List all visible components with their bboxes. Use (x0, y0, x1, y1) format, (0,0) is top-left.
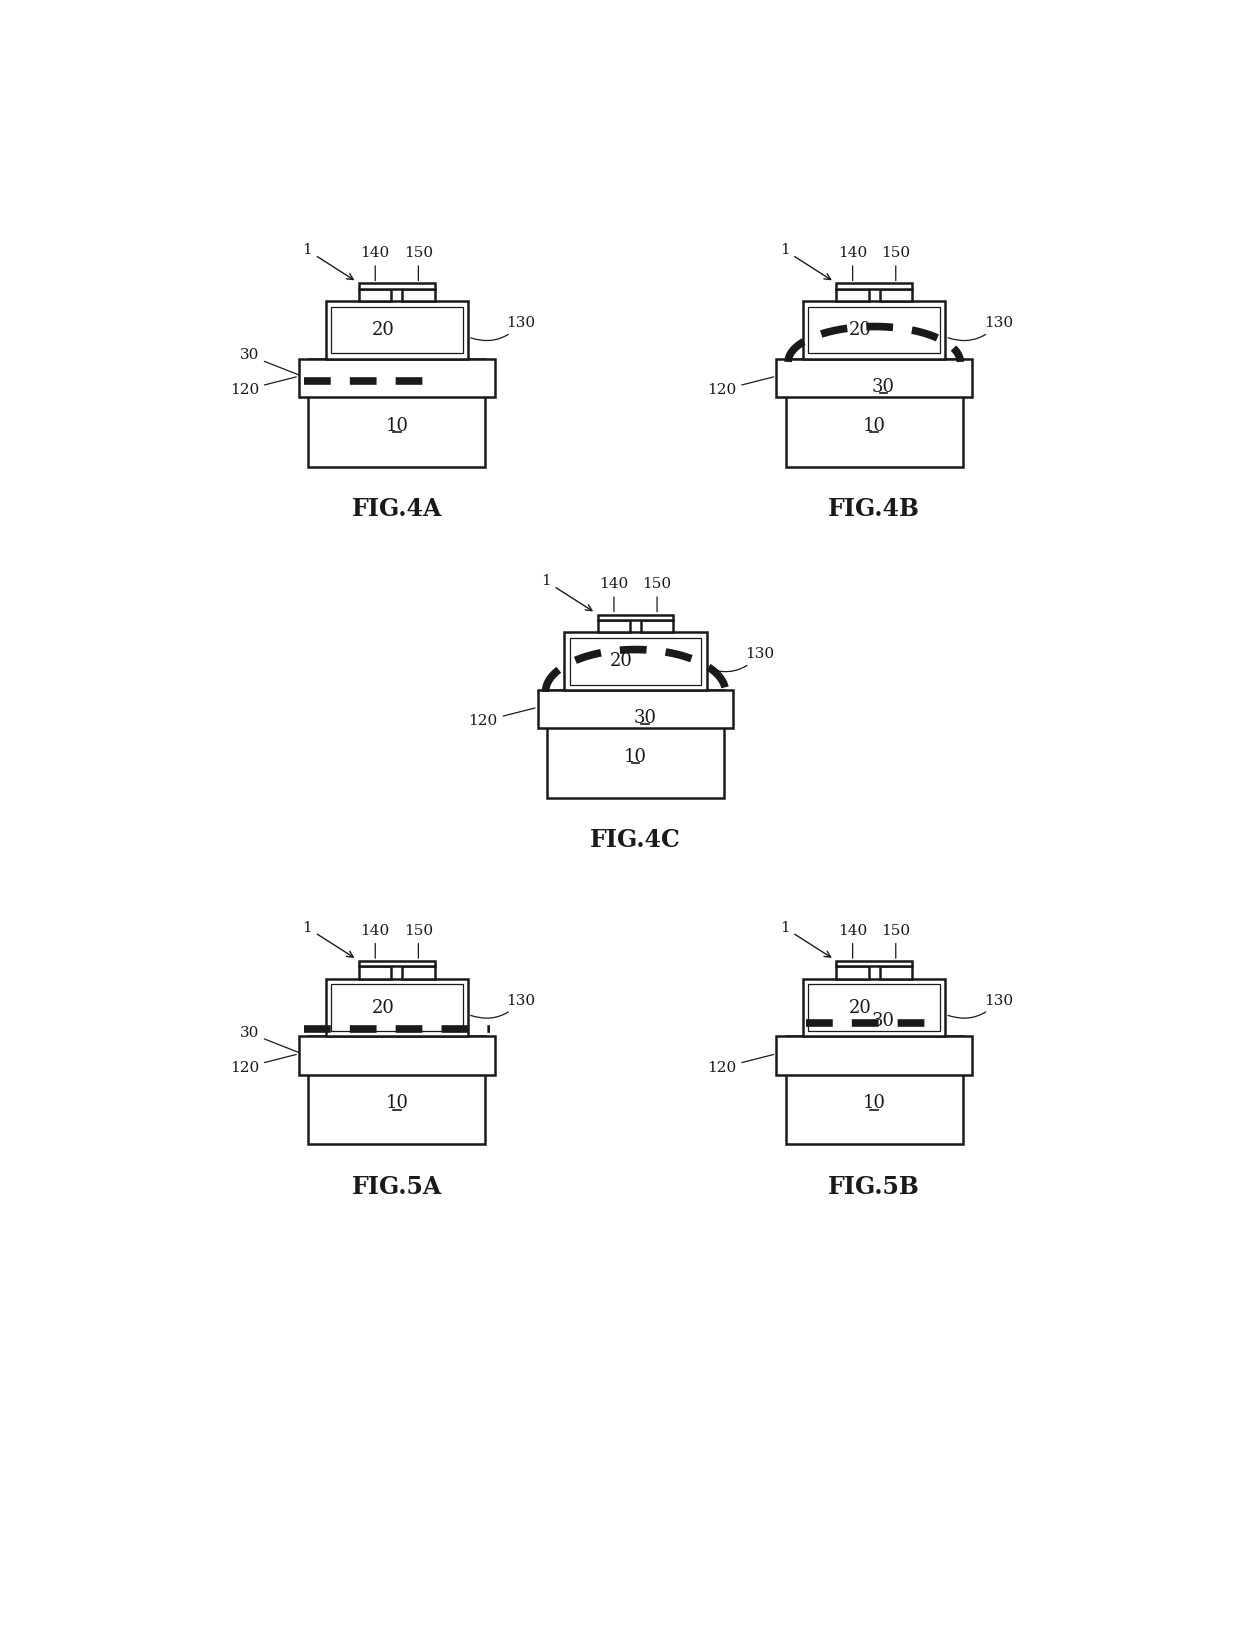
Text: 20: 20 (849, 320, 872, 338)
Text: 140: 140 (361, 923, 389, 958)
Bar (837, 966, 869, 979)
Bar (564, 633, 707, 690)
Text: 30: 30 (872, 1012, 895, 1030)
Bar (786, 358, 962, 467)
Text: 140: 140 (838, 246, 867, 281)
Text: FIG.4A: FIG.4A (352, 498, 441, 521)
Text: 1: 1 (303, 243, 353, 279)
Bar (598, 614, 673, 619)
Text: 150: 150 (404, 923, 433, 958)
Text: 20: 20 (610, 652, 634, 670)
Text: 1: 1 (780, 920, 831, 958)
Text: 10: 10 (624, 748, 647, 766)
Text: FIG.4B: FIG.4B (828, 498, 920, 521)
Text: 20: 20 (372, 999, 394, 1017)
Text: 30: 30 (239, 1025, 300, 1053)
Text: 130: 130 (949, 994, 1013, 1019)
Bar (808, 984, 940, 1032)
Bar (326, 301, 467, 358)
Text: 20: 20 (372, 320, 394, 338)
Bar (879, 966, 911, 979)
Bar (402, 966, 434, 979)
Text: 30: 30 (872, 378, 895, 396)
Bar (804, 979, 945, 1037)
Text: 130: 130 (709, 647, 774, 672)
Bar (569, 637, 702, 685)
Text: 1: 1 (541, 575, 591, 611)
Text: 150: 150 (404, 246, 433, 281)
Text: FIG.4C: FIG.4C (590, 828, 681, 853)
Bar (360, 283, 434, 289)
Bar (804, 301, 945, 358)
Bar (879, 289, 911, 301)
Bar (808, 307, 940, 353)
Bar (641, 619, 673, 633)
Bar (547, 690, 724, 798)
Bar (837, 961, 911, 966)
Bar (331, 307, 463, 353)
Text: 30: 30 (239, 348, 300, 375)
Bar (326, 979, 467, 1037)
Bar (299, 1037, 495, 1075)
Text: FIG.5A: FIG.5A (352, 1175, 441, 1199)
Text: 10: 10 (863, 1094, 885, 1112)
Bar (360, 966, 392, 979)
Text: 140: 140 (838, 923, 867, 958)
Text: 140: 140 (361, 246, 389, 281)
Text: 120: 120 (469, 708, 534, 728)
Text: 10: 10 (863, 417, 885, 435)
Bar (360, 289, 392, 301)
Text: 10: 10 (386, 1094, 408, 1112)
Text: 130: 130 (949, 315, 1013, 340)
Bar (837, 283, 911, 289)
Bar (538, 690, 733, 728)
Text: 150: 150 (882, 923, 910, 958)
Text: 20: 20 (849, 999, 872, 1017)
Text: 30: 30 (634, 708, 656, 726)
Text: 120: 120 (229, 376, 296, 398)
Bar (309, 1037, 485, 1144)
Text: 140: 140 (599, 577, 629, 611)
Text: 130: 130 (471, 994, 536, 1019)
Text: FIG.5B: FIG.5B (828, 1175, 920, 1199)
Bar (360, 961, 434, 966)
Bar (786, 1037, 962, 1144)
Bar (776, 1037, 972, 1075)
Bar (837, 289, 869, 301)
Bar (776, 358, 972, 398)
Bar (309, 358, 485, 467)
Bar (299, 358, 495, 398)
Text: 120: 120 (229, 1055, 296, 1075)
Bar (598, 619, 630, 633)
Text: 130: 130 (471, 315, 536, 340)
Text: 150: 150 (642, 577, 672, 611)
Text: 120: 120 (707, 376, 774, 398)
Bar (402, 289, 434, 301)
Bar (331, 984, 463, 1032)
Text: 1: 1 (303, 920, 353, 958)
Text: 1: 1 (780, 243, 831, 279)
Text: 120: 120 (707, 1055, 774, 1075)
Text: 150: 150 (882, 246, 910, 281)
Text: 10: 10 (386, 417, 408, 435)
